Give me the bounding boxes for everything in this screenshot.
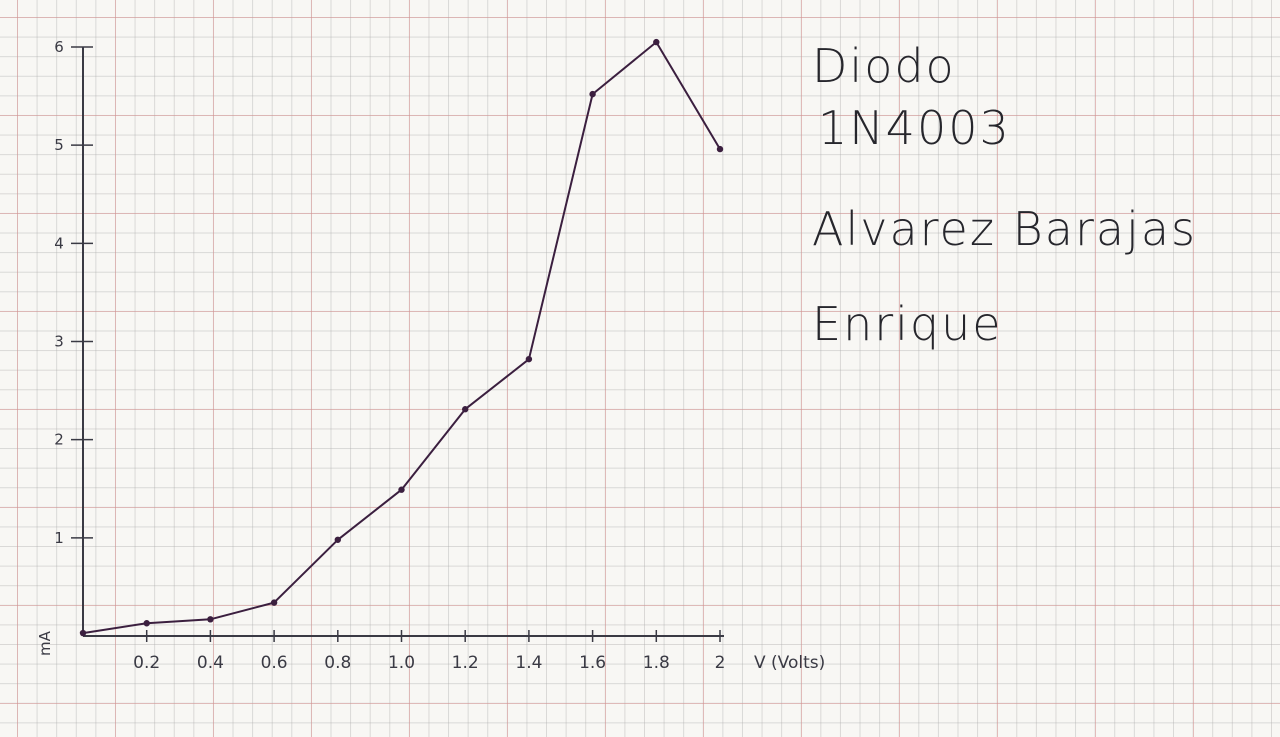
note-surname: Alvarez Barajas bbox=[812, 202, 1197, 256]
y-tick-label: 5 bbox=[54, 136, 64, 154]
x-tick-label: 1.8 bbox=[643, 653, 670, 673]
data-point bbox=[143, 620, 150, 627]
data-point bbox=[716, 145, 724, 153]
data-point bbox=[589, 90, 596, 98]
y-ticks: 1 2 3 4 5 6 bbox=[54, 38, 93, 547]
x-ticks: 0.2 0.4 0.6 0.8 1.0 1.2 1.4 1.6 1.8 2 bbox=[133, 630, 725, 673]
data-point bbox=[398, 486, 405, 493]
note-first-name: Enrique bbox=[812, 297, 1003, 351]
data-point bbox=[334, 536, 341, 543]
y-tick-label: 1 bbox=[54, 529, 64, 547]
x-tick-label: 0.6 bbox=[261, 653, 288, 673]
x-tick-label: 2 bbox=[715, 653, 726, 673]
handwritten-notes: Diodo 1N4003 Alvarez Barajas Enrique bbox=[812, 39, 1197, 351]
data-points bbox=[79, 38, 724, 637]
y-axis-label: mA bbox=[36, 630, 54, 656]
series-line bbox=[82, 41, 721, 635]
x-tick-label: 0.4 bbox=[197, 653, 224, 673]
y-tick-label: 4 bbox=[54, 234, 64, 252]
note-diodo: Diodo bbox=[812, 39, 956, 93]
axes bbox=[82, 47, 724, 637]
x-tick-label: 0.8 bbox=[324, 653, 351, 673]
data-point bbox=[462, 406, 469, 413]
data-point bbox=[653, 38, 660, 46]
data-point bbox=[270, 599, 278, 606]
data-point bbox=[525, 355, 533, 363]
x-tick-label: 0.2 bbox=[133, 653, 160, 673]
note-part-number: 1N4003 bbox=[818, 101, 1011, 155]
x-tick-label: 1.4 bbox=[515, 653, 542, 673]
x-tick-label: 1.0 bbox=[388, 653, 415, 673]
x-tick-label: 1.6 bbox=[579, 653, 606, 673]
x-tick-label: 1.2 bbox=[452, 653, 479, 673]
x-axis-label: V (Volts) bbox=[754, 653, 825, 673]
data-point bbox=[207, 616, 214, 623]
data-point bbox=[79, 629, 87, 637]
y-tick-label: 6 bbox=[54, 38, 64, 56]
y-tick-label: 2 bbox=[54, 431, 64, 449]
y-tick-label: 3 bbox=[54, 333, 64, 351]
